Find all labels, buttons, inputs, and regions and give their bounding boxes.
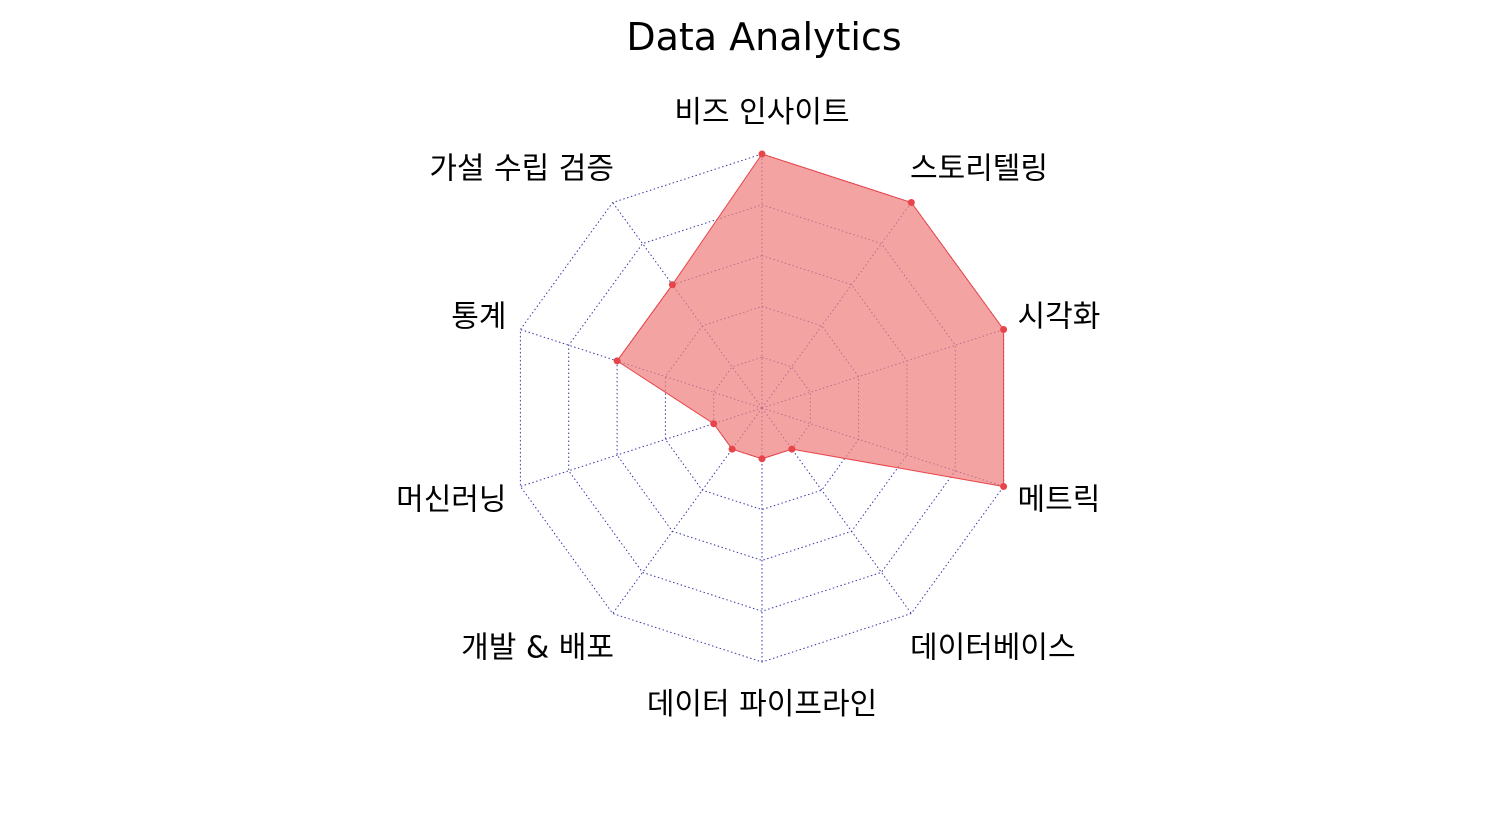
data-point xyxy=(1000,326,1008,333)
series-layer xyxy=(613,150,1008,490)
data-point xyxy=(668,281,676,289)
data-point xyxy=(788,445,796,453)
data-point xyxy=(1000,483,1008,490)
series-area xyxy=(616,153,1005,488)
data-point xyxy=(758,150,766,158)
axis-label: 통계 xyxy=(451,300,506,335)
data-point xyxy=(613,357,621,365)
data-point xyxy=(710,420,718,428)
data-point xyxy=(907,199,915,206)
axis-label: 비즈 인사이트 xyxy=(674,95,849,130)
axis-label: 개발 & 배포 xyxy=(461,631,614,666)
axis-label: 가설 수립 검증 xyxy=(429,152,614,187)
axis-label: 시각화 xyxy=(1018,300,1101,335)
axis-label: 데이터베이스 xyxy=(910,631,1076,666)
axis-label: 스토리텔링 xyxy=(910,152,1048,187)
axis-label: 메트릭 xyxy=(1018,483,1101,518)
chart-title: Data Analytics xyxy=(626,15,901,59)
axis-label: 데이터 파이프라인 xyxy=(647,687,877,722)
axis-label: 머신러닝 xyxy=(396,483,506,518)
data-point xyxy=(758,455,766,463)
grid-ring xyxy=(519,153,1005,663)
data-point xyxy=(728,445,736,453)
